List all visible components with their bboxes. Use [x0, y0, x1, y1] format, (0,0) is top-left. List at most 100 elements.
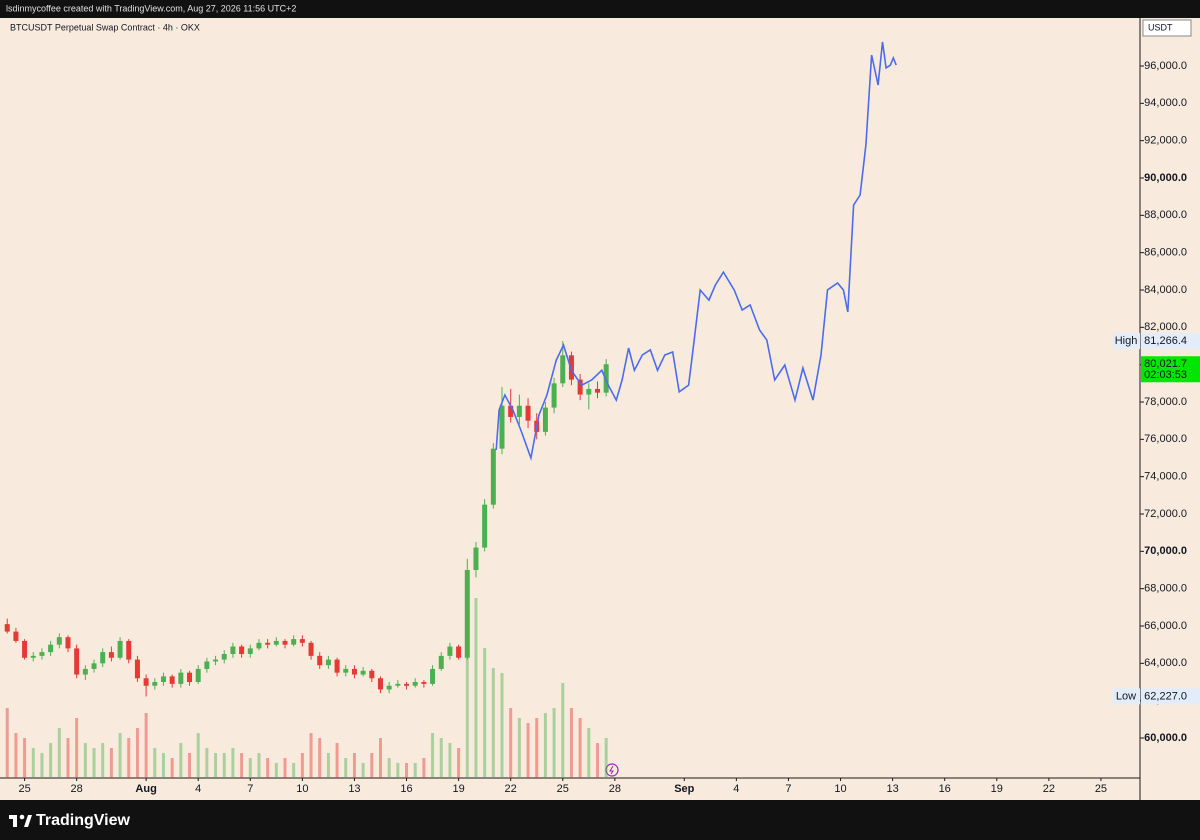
volume-bar: [543, 713, 547, 778]
volume-bars: [5, 598, 608, 778]
y-tick-label: 94,000.0: [1144, 97, 1187, 109]
header-text: lsdinmycoffee created with TradingView.c…: [6, 3, 296, 13]
volume-bar: [49, 743, 53, 778]
volume-bar: [14, 733, 18, 778]
candle-body: [100, 652, 106, 664]
currency-label: USDT: [1148, 22, 1173, 32]
top-bar: [0, 0, 1200, 18]
y-tick-label: 88,000.0: [1144, 209, 1187, 221]
volume-bar: [248, 758, 252, 778]
volume-bar: [439, 738, 443, 778]
candle-body: [230, 646, 236, 654]
footer-bar: [0, 800, 1200, 840]
volume-bar: [309, 733, 313, 778]
volume-bar: [118, 733, 122, 778]
candle-body: [256, 642, 262, 649]
y-tick-label: 96,000.0: [1144, 60, 1187, 72]
candle-body: [213, 659, 219, 662]
candle-body: [265, 642, 271, 645]
volume-bar: [604, 738, 608, 778]
candle-body: [395, 683, 401, 686]
candle-body: [204, 661, 210, 669]
candle-body: [482, 504, 488, 548]
candle-body: [430, 668, 436, 684]
candle-body: [456, 646, 462, 658]
volume-bar: [491, 668, 495, 778]
volume-bar: [266, 758, 270, 778]
footer-brand: TradingView: [36, 812, 131, 829]
volume-bar: [31, 748, 35, 778]
tradingview-logo: [9, 814, 32, 827]
last-price-box: [1141, 356, 1200, 383]
volume-bar: [552, 708, 556, 778]
candle-body: [239, 646, 245, 654]
candle-body: [143, 678, 149, 686]
candle-body: [273, 640, 279, 645]
y-tick-label: 72,000.0: [1144, 508, 1187, 520]
candle-body: [48, 644, 54, 653]
volume-bar: [40, 753, 44, 778]
volume-bar: [431, 733, 435, 778]
volume-bar: [378, 738, 382, 778]
volume-bar: [188, 753, 192, 778]
high-value-label: 81,266.4: [1144, 335, 1187, 347]
y-tick-label: 60,000.0: [1144, 732, 1187, 744]
candle-body: [282, 640, 288, 645]
y-tick-label: 68,000.0: [1144, 583, 1187, 595]
candle-body: [56, 637, 62, 645]
y-tick-label: 66,000.0: [1144, 620, 1187, 632]
volume-bar: [595, 743, 599, 778]
volume-bar: [205, 748, 209, 778]
countdown-label: 02:03:53: [1144, 369, 1187, 381]
y-tick-label: 64,000.0: [1144, 657, 1187, 669]
candle-body: [464, 569, 470, 658]
volume-bar: [135, 728, 139, 778]
candle-body: [369, 670, 375, 679]
volume-bar: [231, 748, 235, 778]
candle-body: [291, 639, 297, 645]
volume-bar: [109, 748, 113, 778]
volume-bar: [196, 733, 200, 778]
x-tick-label: 13: [886, 783, 898, 795]
volume-bar: [326, 753, 330, 778]
candle-body: [447, 646, 453, 656]
candle-body: [22, 640, 28, 658]
candle-body: [473, 547, 479, 570]
volume-bar: [422, 758, 426, 778]
y-tick-label: 76,000.0: [1144, 433, 1187, 445]
candle-body: [377, 678, 383, 690]
candle-body: [160, 676, 166, 682]
candle-body: [351, 668, 357, 675]
volume-bar: [465, 658, 469, 778]
volume-bar: [526, 723, 530, 778]
volume-bar: [101, 743, 105, 778]
y-tick-label: 74,000.0: [1144, 471, 1187, 483]
volume-bar: [500, 673, 504, 778]
high-value-box: [1141, 333, 1200, 350]
candle-body: [65, 637, 71, 649]
high-label-box: [1113, 333, 1140, 350]
x-tick-label: 19: [452, 783, 464, 795]
candle-body: [499, 405, 505, 449]
y-tick-label: 84,000.0: [1144, 284, 1187, 296]
candle-body: [247, 648, 253, 654]
currency-box: [1142, 19, 1192, 37]
chart-title: BTCUSDT Perpetual Swap Contract · 4h · O…: [10, 22, 200, 32]
candle-body: [360, 670, 366, 675]
volume-bar: [335, 743, 339, 778]
projection-line: [495, 41, 897, 462]
candle-body: [560, 355, 566, 384]
candle-body: [317, 655, 323, 666]
x-tick-label: 4: [195, 783, 201, 795]
volume-bar: [387, 758, 391, 778]
candle-body: [438, 655, 444, 669]
candle-body: [577, 379, 583, 395]
x-tick-label: 16: [400, 783, 412, 795]
candle-body: [568, 355, 574, 380]
x-tick-label: 25: [557, 783, 569, 795]
candle-body: [490, 448, 496, 505]
candle-body: [126, 640, 132, 660]
y-tick-label: 86,000.0: [1144, 247, 1187, 259]
volume-bar: [214, 753, 218, 778]
